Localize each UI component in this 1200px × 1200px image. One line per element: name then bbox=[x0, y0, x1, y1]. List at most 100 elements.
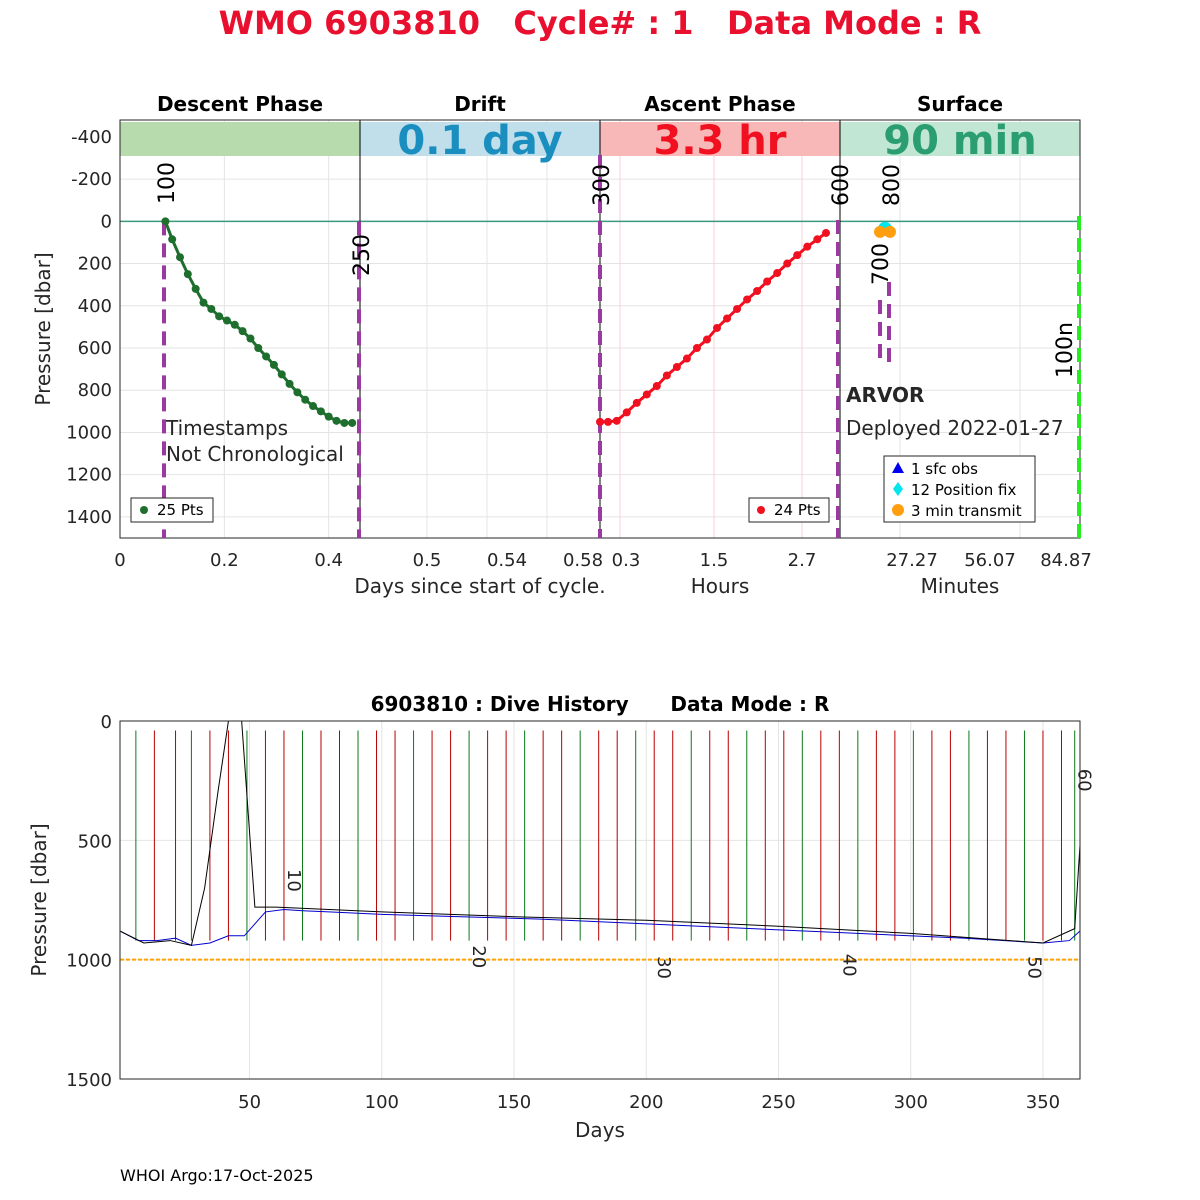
timestamps-note: Timestamps bbox=[165, 416, 288, 440]
descent-point bbox=[332, 416, 341, 425]
footer-credit: WHOI Argo:17-Oct-2025 bbox=[120, 1166, 314, 1185]
drift-depth-line bbox=[119, 909, 1081, 946]
hours-tick-label: 2.7 bbox=[788, 550, 817, 571]
descent-point bbox=[168, 235, 177, 244]
surface-legend-label: 3 min transmit bbox=[911, 502, 1022, 520]
y-tick-label: 1200 bbox=[66, 465, 112, 486]
ascent-point bbox=[733, 304, 742, 313]
descent-point bbox=[199, 298, 208, 307]
cycle-number-label: 60 bbox=[1074, 769, 1095, 792]
transmit-marker bbox=[874, 225, 886, 238]
phase-duration: 0.1 day bbox=[397, 118, 562, 164]
ascent-series-line bbox=[600, 231, 827, 424]
ascent-point bbox=[793, 251, 802, 260]
deployed-date: Deployed 2022-01-27 bbox=[846, 416, 1064, 440]
ascent-point bbox=[822, 228, 830, 237]
ascent-point bbox=[596, 417, 604, 426]
ascent-legend-label: 24 Pts bbox=[774, 501, 821, 519]
ascent-point bbox=[652, 382, 661, 390]
x-tick-label: 0.4 bbox=[314, 550, 343, 571]
descent-point bbox=[309, 402, 318, 411]
descent-point bbox=[191, 284, 200, 293]
ascent-point bbox=[662, 371, 671, 380]
history-x-tick-label: 50 bbox=[238, 1092, 261, 1113]
y-tick-label: 400 bbox=[78, 296, 112, 317]
descent-point bbox=[176, 253, 184, 262]
ascent-point bbox=[773, 269, 782, 278]
y-tick-label: 1000 bbox=[66, 422, 112, 443]
descent-point bbox=[262, 352, 271, 361]
transmit-legend-marker bbox=[892, 504, 904, 516]
history-x-axis-label: Days bbox=[575, 1118, 625, 1142]
y-axis-label: Pressure [dbar] bbox=[31, 252, 55, 405]
minutes-tick-label: 84.87 bbox=[1040, 550, 1092, 571]
history-x-tick-label: 300 bbox=[894, 1092, 928, 1113]
cycle-number-label: 30 bbox=[653, 956, 674, 979]
ascent-point bbox=[743, 295, 752, 304]
ascent-point bbox=[642, 390, 651, 399]
ascent-point bbox=[604, 417, 613, 426]
event-label-100: 100 bbox=[155, 162, 180, 204]
history-y-tick-label: 500 bbox=[78, 831, 112, 852]
days-axis-label: Days since start of cycle. bbox=[354, 574, 605, 598]
minutes-axis-label: Minutes bbox=[921, 574, 1000, 598]
event-label-300: 300 bbox=[590, 164, 615, 206]
y-tick-label: 600 bbox=[78, 338, 112, 359]
ascent-point bbox=[682, 354, 691, 363]
timestamps-note: Not Chronological bbox=[166, 442, 344, 466]
cycle-number-label: 50 bbox=[1023, 956, 1044, 979]
descent-point bbox=[246, 334, 255, 343]
x-tick-label: 0.58 bbox=[563, 550, 603, 571]
descent-point bbox=[161, 217, 170, 226]
ascent-point bbox=[723, 314, 732, 323]
descent-point bbox=[285, 379, 294, 388]
hours-tick-label: 0.3 bbox=[612, 550, 641, 571]
cycle-number-label: 20 bbox=[468, 945, 489, 968]
ascent-point bbox=[622, 408, 631, 417]
main-title: WMO 6903810 Cycle# : 1 Data Mode : R bbox=[218, 4, 982, 42]
descent-point bbox=[207, 304, 216, 313]
y-tick-label: 800 bbox=[78, 380, 112, 401]
ascent-legend-marker bbox=[757, 506, 765, 514]
transmit-marker bbox=[884, 225, 896, 238]
history-x-tick-label: 200 bbox=[629, 1092, 663, 1113]
descent-point bbox=[269, 360, 278, 369]
phase-band-1 bbox=[360, 122, 600, 156]
phase-label: Surface bbox=[917, 92, 1003, 116]
event-label-700: 700 bbox=[869, 243, 894, 285]
y-tick-label: -400 bbox=[71, 127, 112, 148]
descent-legend-label: 25 Pts bbox=[157, 501, 204, 519]
history-x-tick-label: 350 bbox=[1026, 1092, 1060, 1113]
descent-point bbox=[293, 388, 302, 397]
cycle-number-label: 40 bbox=[838, 954, 859, 977]
descent-point bbox=[277, 370, 286, 379]
history-axes-frame bbox=[119, 720, 1081, 1080]
phase-band-3 bbox=[840, 122, 1080, 156]
descent-point bbox=[254, 344, 263, 352]
ascent-point bbox=[783, 259, 792, 268]
hours-axis-label: Hours bbox=[691, 574, 750, 598]
x-tick-label: 0.54 bbox=[487, 550, 527, 571]
ascent-point bbox=[612, 416, 621, 425]
descent-point bbox=[238, 327, 247, 336]
history-x-tick-label: 250 bbox=[761, 1092, 795, 1113]
history-y-tick-label: 1000 bbox=[66, 951, 112, 972]
descent-point bbox=[316, 407, 325, 416]
phase-duration: 90 min bbox=[883, 118, 1036, 164]
hours-tick-label: 1.5 bbox=[700, 550, 729, 571]
descent-point bbox=[183, 270, 192, 279]
ascent-point bbox=[763, 277, 772, 286]
sfc-obs-legend-marker bbox=[892, 462, 904, 473]
history-y-tick-label: 0 bbox=[101, 712, 112, 733]
descent-point bbox=[301, 395, 310, 404]
y-tick-label: 1400 bbox=[66, 507, 112, 528]
descent-point bbox=[340, 418, 349, 427]
surface-legend-label: 12 Position fix bbox=[911, 481, 1016, 499]
descent-point bbox=[230, 320, 239, 329]
x-tick-label: 0.5 bbox=[413, 550, 442, 571]
x-tick-label: 0 bbox=[114, 550, 125, 571]
event-label-250: 250 bbox=[350, 234, 375, 276]
surface-legend-label: 1 sfc obs bbox=[911, 460, 978, 478]
park-pressure-line bbox=[119, 720, 1081, 946]
